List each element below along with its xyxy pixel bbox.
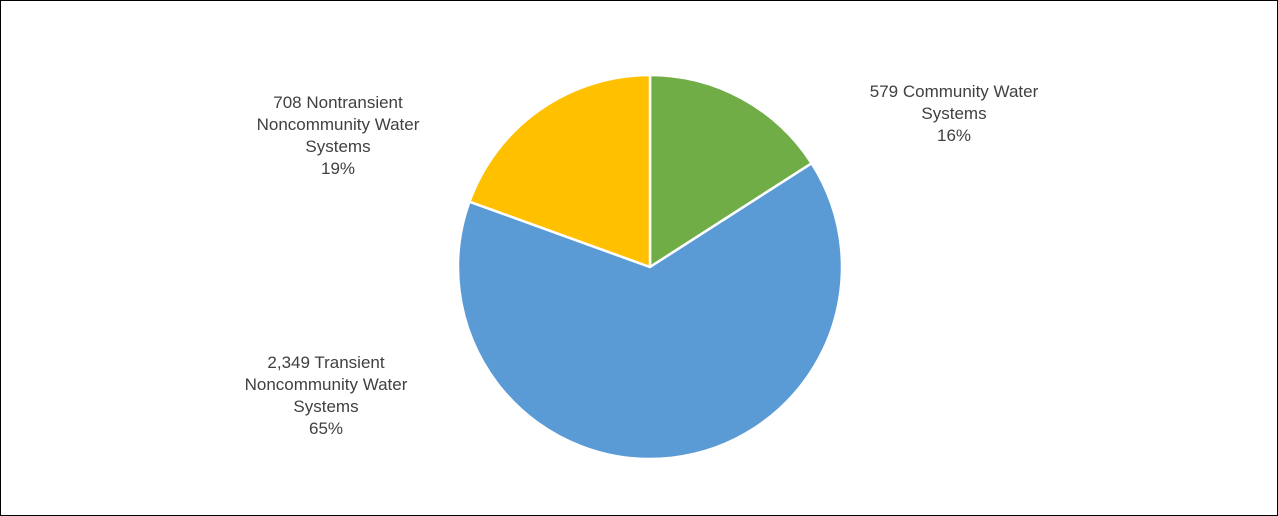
pie-slice-transient <box>456 162 844 461</box>
slice-label-community-line-2: Systems <box>921 104 987 123</box>
slice-label-transient-line-3: Systems <box>293 397 359 416</box>
slice-label-community-line-1: 579 Community Water <box>869 82 1039 101</box>
slice-label-transient-line-2: Noncommunity Water <box>244 375 408 394</box>
slice-label-community-percent: 16% <box>936 126 972 145</box>
pie-slice-community <box>648 73 813 269</box>
slice-label-transient: 2,349 Transient Noncommunity Water Syste… <box>206 352 446 440</box>
slice-label-nontransient: 708 Nontransient Noncommunity Water Syst… <box>218 92 458 180</box>
pie-slice-nontransient <box>468 73 652 269</box>
slice-label-nontransient-line-3: Systems <box>305 137 371 156</box>
slice-label-nontransient-line-1: 708 Nontransient <box>273 93 403 112</box>
slice-label-nontransient-percent: 19% <box>320 159 356 178</box>
slice-label-community: 579 Community Water Systems 16% <box>839 81 1069 147</box>
slice-label-nontransient-line-2: Noncommunity Water <box>256 115 420 134</box>
slice-label-transient-line-1: 2,349 Transient <box>267 353 385 372</box>
slice-label-transient-percent: 65% <box>308 419 344 438</box>
